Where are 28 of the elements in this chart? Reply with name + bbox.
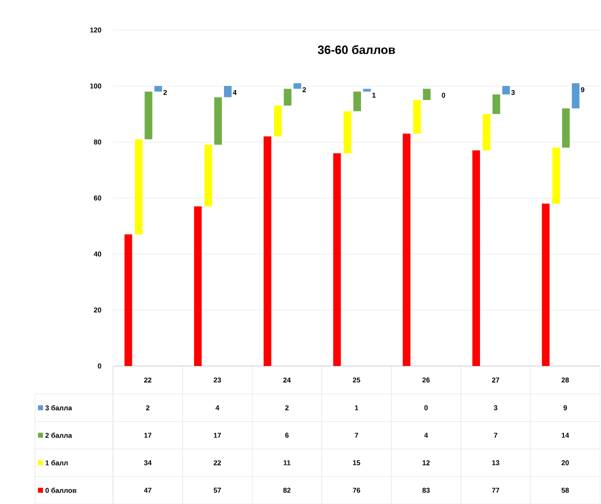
bar [194,206,202,366]
bar [144,92,152,140]
bar [204,144,212,206]
bar [224,86,232,98]
bar [353,92,362,112]
bar [344,111,352,154]
bar [492,94,500,114]
bar [294,83,302,89]
bar [402,134,410,366]
bar [264,136,272,366]
bar [422,88,431,100]
bar [333,153,341,366]
bar [214,97,222,145]
bar [413,100,421,134]
bar [284,88,292,106]
bar [363,88,371,92]
bar [124,234,132,366]
bar [134,139,143,234]
bar [562,108,570,148]
bar [274,106,282,136]
bar [502,86,510,94]
text: 36-60 баллов [318,45,395,54]
bar [472,150,480,366]
bar [154,86,162,92]
bar [542,204,550,366]
bar [572,83,580,108]
bar [552,148,560,204]
bar [482,114,490,150]
